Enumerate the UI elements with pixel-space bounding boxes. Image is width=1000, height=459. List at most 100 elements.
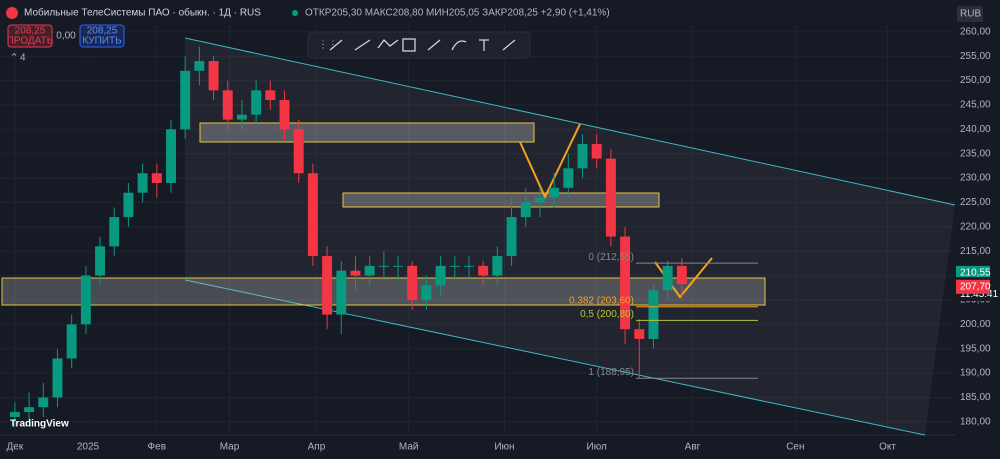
y-tick-label: 185,00	[960, 392, 991, 403]
channel-fill	[185, 38, 955, 435]
time-left: 11:45:41	[960, 289, 999, 300]
x-tick-label: Окт	[879, 442, 896, 453]
candle-body	[464, 265, 474, 267]
symbol-title: Мобильные ТелеСистемы ПАО · обыкн. · 1Д …	[24, 7, 261, 19]
y-tick-label: 260,00	[960, 26, 991, 37]
zone-box	[342, 192, 660, 208]
candle-body	[322, 256, 333, 315]
buy-button[interactable]	[79, 24, 125, 48]
tool-rect[interactable]	[402, 38, 416, 52]
candle-body	[520, 202, 531, 218]
candle-body	[336, 270, 347, 315]
tool-brush[interactable]	[427, 39, 441, 51]
candle-body	[9, 412, 20, 417]
candle-body	[194, 61, 205, 71]
candle-body	[279, 100, 290, 130]
status-dot	[292, 10, 298, 16]
candle-body	[180, 70, 191, 130]
candle-body	[364, 265, 375, 276]
projection-arrow	[519, 123, 581, 200]
indicator-count[interactable]: 4	[20, 53, 26, 64]
drawing-toolbar[interactable]	[307, 31, 531, 59]
candle-body	[52, 358, 63, 398]
candle-body	[95, 246, 106, 276]
candle-body	[549, 187, 560, 198]
buy-price: 208,25	[87, 26, 118, 37]
tool-path[interactable]	[377, 39, 399, 49]
candle-body	[293, 129, 304, 174]
candle-body	[634, 329, 645, 339]
tool-curve[interactable]	[451, 40, 467, 51]
x-tick-label: Июн	[494, 442, 514, 453]
y-tick-label: 215,00	[960, 246, 991, 257]
candle-body	[265, 90, 276, 101]
x-tick-label: Авг	[685, 442, 701, 453]
tool-text[interactable]	[479, 39, 489, 51]
tool-ray[interactable]	[354, 39, 371, 51]
brand: TradingView	[10, 419, 69, 430]
x-tick-label: Фев	[148, 442, 166, 453]
candle-body	[534, 197, 545, 203]
candle-body	[648, 290, 659, 339]
candle-body	[591, 143, 602, 159]
symbol-logo	[6, 7, 18, 19]
y-tick-label: 195,00	[960, 343, 991, 354]
candle-body	[435, 265, 446, 286]
candle-body	[24, 407, 35, 413]
candle-body	[662, 265, 673, 291]
currency: RUB	[960, 9, 981, 20]
y-tick-label: 220,00	[960, 221, 991, 232]
candle-body	[478, 265, 489, 276]
buy-label: КУПИТЬ	[82, 36, 122, 47]
tool-measure[interactable]	[502, 39, 516, 51]
fib-label: 0 (212,55)	[588, 252, 634, 263]
zone-box	[199, 122, 535, 143]
y-tick-label: 240,00	[960, 124, 991, 135]
price-badge	[956, 279, 990, 294]
y-tick-label: 230,00	[960, 173, 991, 184]
sell-button[interactable]	[7, 24, 53, 48]
x-tick-label: Дек	[7, 442, 24, 453]
candle-body	[449, 265, 460, 267]
tool-trendline[interactable]	[329, 39, 343, 51]
candle-body	[151, 173, 162, 183]
price-label: 207,70	[960, 281, 991, 292]
x-tick-label: Июл	[587, 442, 607, 453]
y-tick-label: 250,00	[960, 75, 991, 86]
sell-label: ПРОДАТЬ	[7, 36, 54, 47]
candle-body	[676, 265, 687, 285]
candle-body	[605, 158, 616, 237]
candle-body	[166, 129, 176, 183]
x-tick-label: 2025	[77, 442, 100, 453]
collapse-caret[interactable]: ⌃	[10, 53, 18, 64]
x-tick-label: Апр	[308, 442, 326, 453]
candle-body	[123, 192, 134, 218]
price-axis	[955, 0, 1000, 459]
x-tick-label: Сен	[786, 442, 804, 453]
candle-body	[222, 90, 233, 120]
candle-body	[236, 114, 247, 120]
price-badge	[956, 265, 990, 280]
candle-body	[350, 270, 361, 276]
sell-price: 208,25	[15, 26, 46, 37]
candle-body	[506, 217, 517, 257]
candle-body	[577, 143, 588, 169]
ohlc-readout: ОТКР205,30 МАКС208,80 МИН205,05 ЗАКР208,…	[305, 8, 610, 19]
toolbar-grip: ⋮⋮	[318, 40, 338, 51]
y-tick-label: 235,00	[960, 148, 991, 159]
currency-box[interactable]	[957, 6, 983, 22]
candle-body	[563, 168, 574, 188]
candle-body	[307, 173, 318, 257]
candle-body	[251, 90, 262, 115]
x-tick-label: Май	[399, 442, 419, 453]
candle-body	[38, 397, 49, 408]
y-tick-label: 225,00	[960, 197, 991, 208]
spread: 0,00	[56, 31, 76, 42]
candle-body	[393, 265, 404, 267]
candle-body	[137, 173, 148, 193]
candle-body	[407, 265, 418, 300]
candle-body	[492, 256, 503, 276]
toolbar-icons	[329, 38, 516, 52]
